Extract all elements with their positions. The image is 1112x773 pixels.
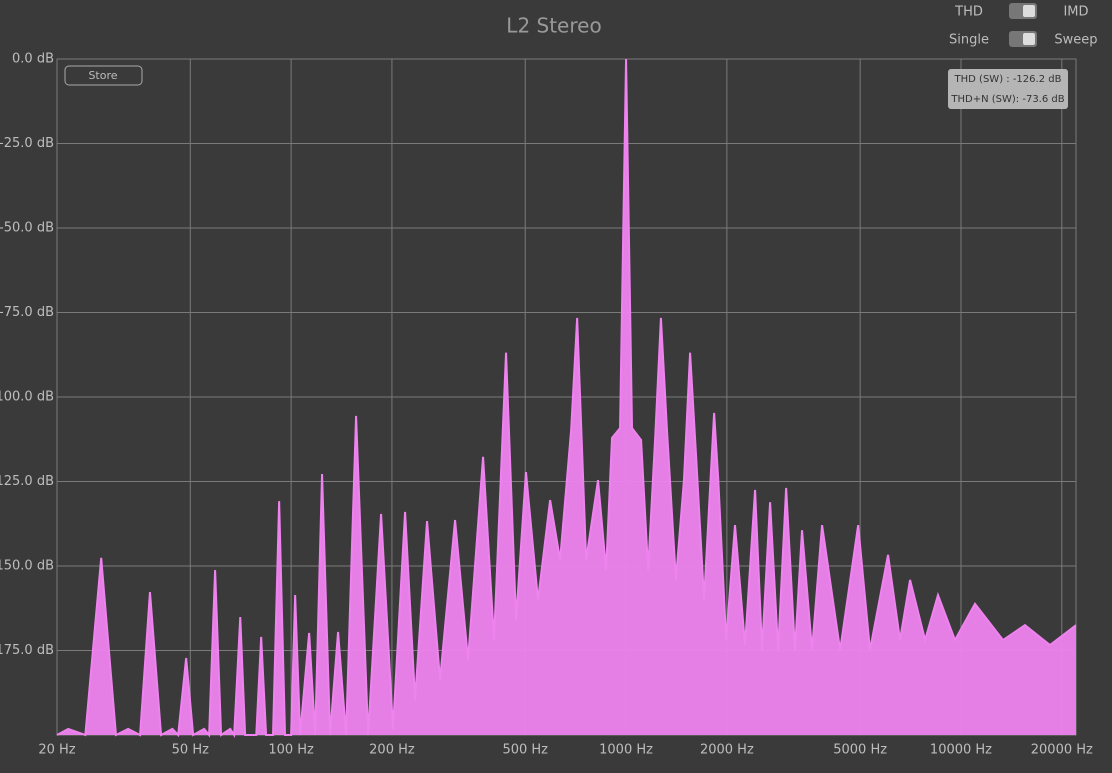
y-tick-label: -25.0 dB [0, 136, 54, 151]
x-tick-label: 5000 Hz [833, 743, 887, 758]
x-tick-label: 200 Hz [369, 743, 415, 758]
y-tick-label: -75.0 dB [0, 305, 54, 320]
x-tick-label: 100 Hz [268, 743, 314, 758]
toggle-label: Sweep [1054, 33, 1097, 48]
y-tick-label: -150.0 dB [0, 559, 54, 574]
toggle-knob [1023, 5, 1035, 17]
x-tick-label: 500 Hz [502, 743, 548, 758]
readout-line: THD+N (SW): -73.6 dB [950, 94, 1064, 105]
readout-box [948, 69, 1068, 109]
x-tick-label: 10000 Hz [930, 743, 992, 758]
y-tick-label: -175.0 dB [0, 643, 54, 658]
toggle-knob [1023, 33, 1035, 45]
spectrum-area [57, 59, 1076, 735]
toggle-label: Single [949, 33, 989, 48]
store-label: Store [88, 69, 117, 82]
spectrum-line [56, 58, 1077, 739]
toggle-label: IMD [1063, 5, 1088, 20]
y-tick-label: 0.0 dB [12, 52, 54, 67]
chart-title: L2 Stereo [506, 14, 601, 38]
store-button[interactable] [64, 65, 143, 86]
x-tick-label: 20000 Hz [1031, 743, 1093, 758]
x-tick-label: 1000 Hz [599, 743, 653, 758]
y-tick-label: -125.0 dB [0, 474, 54, 489]
plot: 0.0 dB -25.0 dB -50.0 dB -75.0 dB -100.0 dB -… [0, 52, 1093, 758]
x-tick-label: 50 Hz [172, 743, 209, 758]
y-tick-label: -50.0 dB [0, 221, 54, 236]
toggle-label: THD [954, 5, 983, 20]
x-tick-label: 20 Hz [38, 743, 75, 758]
x-tick-label: 2000 Hz [700, 743, 754, 758]
readout-line: THD (SW) : -126.2 dB [954, 74, 1062, 85]
y-tick-label: -100.0 dB [0, 390, 54, 405]
